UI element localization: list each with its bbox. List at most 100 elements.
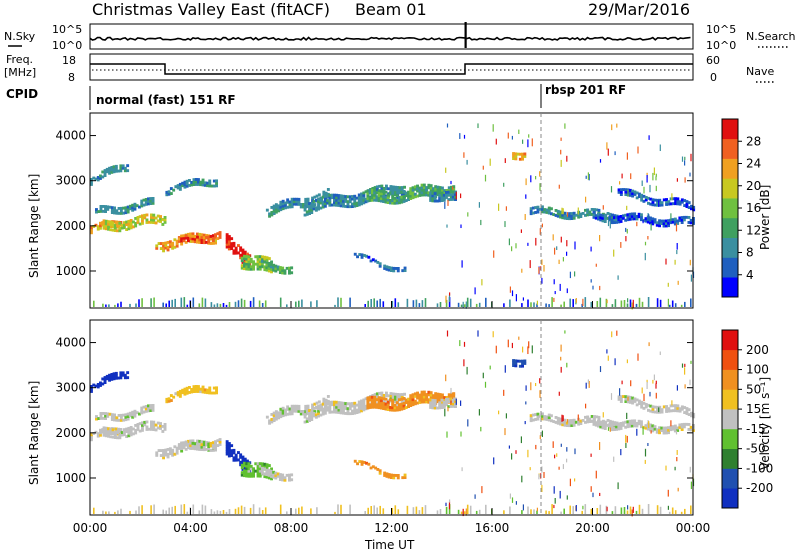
power-cell xyxy=(246,252,249,256)
velocity-cell xyxy=(445,374,447,382)
velocity-cell xyxy=(438,401,442,405)
velocity-cell xyxy=(377,406,381,410)
power-cell xyxy=(265,261,269,265)
power-cell xyxy=(362,196,366,200)
power-cell xyxy=(127,227,131,231)
power-cell xyxy=(297,200,301,204)
power-cell xyxy=(379,199,383,203)
power-cell xyxy=(225,240,229,244)
velocity-cell xyxy=(409,394,413,398)
power-cell xyxy=(611,213,614,217)
power-cell xyxy=(243,254,246,258)
power-cell xyxy=(379,298,381,307)
velocity-cell xyxy=(680,407,684,411)
power-cell xyxy=(211,234,215,238)
velocity-cell xyxy=(553,486,555,494)
power-cell xyxy=(197,183,200,186)
power-cell xyxy=(230,247,234,250)
power-cell xyxy=(119,166,123,170)
power-cell xyxy=(245,257,249,261)
velocity-cell xyxy=(434,397,438,401)
power-cell xyxy=(252,297,255,307)
power-cell xyxy=(162,249,165,253)
power-cell xyxy=(348,200,352,204)
power-cell xyxy=(265,258,269,262)
velocity-cell xyxy=(635,424,639,428)
power-cell xyxy=(376,300,378,307)
power-cell xyxy=(434,185,438,189)
power-cell xyxy=(312,205,316,208)
power-cell xyxy=(625,236,627,242)
velocity-cell xyxy=(612,428,616,431)
power-cell xyxy=(635,196,639,200)
velocity-cell xyxy=(653,405,657,409)
power-cell xyxy=(682,215,686,219)
power-cell xyxy=(556,246,558,250)
velocity-cell xyxy=(104,426,108,430)
velocity-cell xyxy=(535,444,537,450)
velocity-cell xyxy=(627,505,629,510)
velocity-cell xyxy=(615,425,618,429)
power-cell xyxy=(193,237,197,241)
power-cell xyxy=(133,207,137,211)
power-cell xyxy=(450,180,452,185)
velocity-cell xyxy=(326,401,330,405)
velocity-cell xyxy=(366,401,370,405)
power-cell xyxy=(454,198,457,201)
velocity-cell xyxy=(611,420,614,424)
velocity-cell xyxy=(270,467,273,471)
power-cell xyxy=(690,274,692,282)
velocity-cell xyxy=(543,472,545,478)
power-cell xyxy=(619,190,623,194)
velocity-cell xyxy=(387,394,391,398)
power-cell xyxy=(382,197,386,201)
velocity-cell xyxy=(110,373,114,376)
power-cell xyxy=(288,266,291,270)
power-cell xyxy=(124,208,128,212)
power-cell xyxy=(351,205,354,208)
velocity-cell xyxy=(103,381,107,384)
power-cell xyxy=(365,254,368,258)
power-cell xyxy=(651,203,655,207)
velocity-cell xyxy=(112,374,116,378)
power-cell xyxy=(577,207,579,215)
velocity-cell xyxy=(438,398,442,401)
power-cell xyxy=(398,186,402,190)
power-cell xyxy=(454,195,457,199)
velocity-cell xyxy=(177,447,181,450)
velocity-cell xyxy=(308,414,311,417)
power-cell xyxy=(416,189,419,193)
power-cell xyxy=(129,223,133,227)
freq-label: Freq. xyxy=(6,53,33,66)
power-cell xyxy=(680,218,684,222)
velocity-cell xyxy=(373,505,375,514)
velocity-cell xyxy=(603,424,607,428)
power-cell xyxy=(178,185,182,189)
power-cell xyxy=(420,183,424,187)
velocity-cell xyxy=(208,386,212,390)
power-cell xyxy=(252,260,255,264)
power-cell xyxy=(584,297,587,307)
velocity-cell xyxy=(651,410,655,414)
velocity-cell xyxy=(310,415,314,419)
velocity-cell xyxy=(635,510,638,514)
velocity-cell xyxy=(384,407,388,411)
power-cell xyxy=(628,212,632,216)
power-cell xyxy=(638,195,641,198)
power-cell xyxy=(120,301,122,307)
power-cell xyxy=(541,205,544,209)
power-cell xyxy=(302,205,305,209)
velocity-cell xyxy=(660,410,664,414)
x-tick-label: 00:00 xyxy=(676,521,711,535)
velocity-cell xyxy=(102,431,106,435)
power-cell xyxy=(107,225,110,229)
power-cell xyxy=(142,203,146,207)
power-cell xyxy=(360,200,363,203)
velocity-cell xyxy=(561,420,565,424)
velocity-cell xyxy=(185,386,189,390)
velocity-cell xyxy=(421,507,424,514)
velocity-cell xyxy=(258,464,262,468)
velocity-cell xyxy=(607,355,609,361)
power-cell xyxy=(636,221,638,227)
power-cell xyxy=(159,215,162,218)
